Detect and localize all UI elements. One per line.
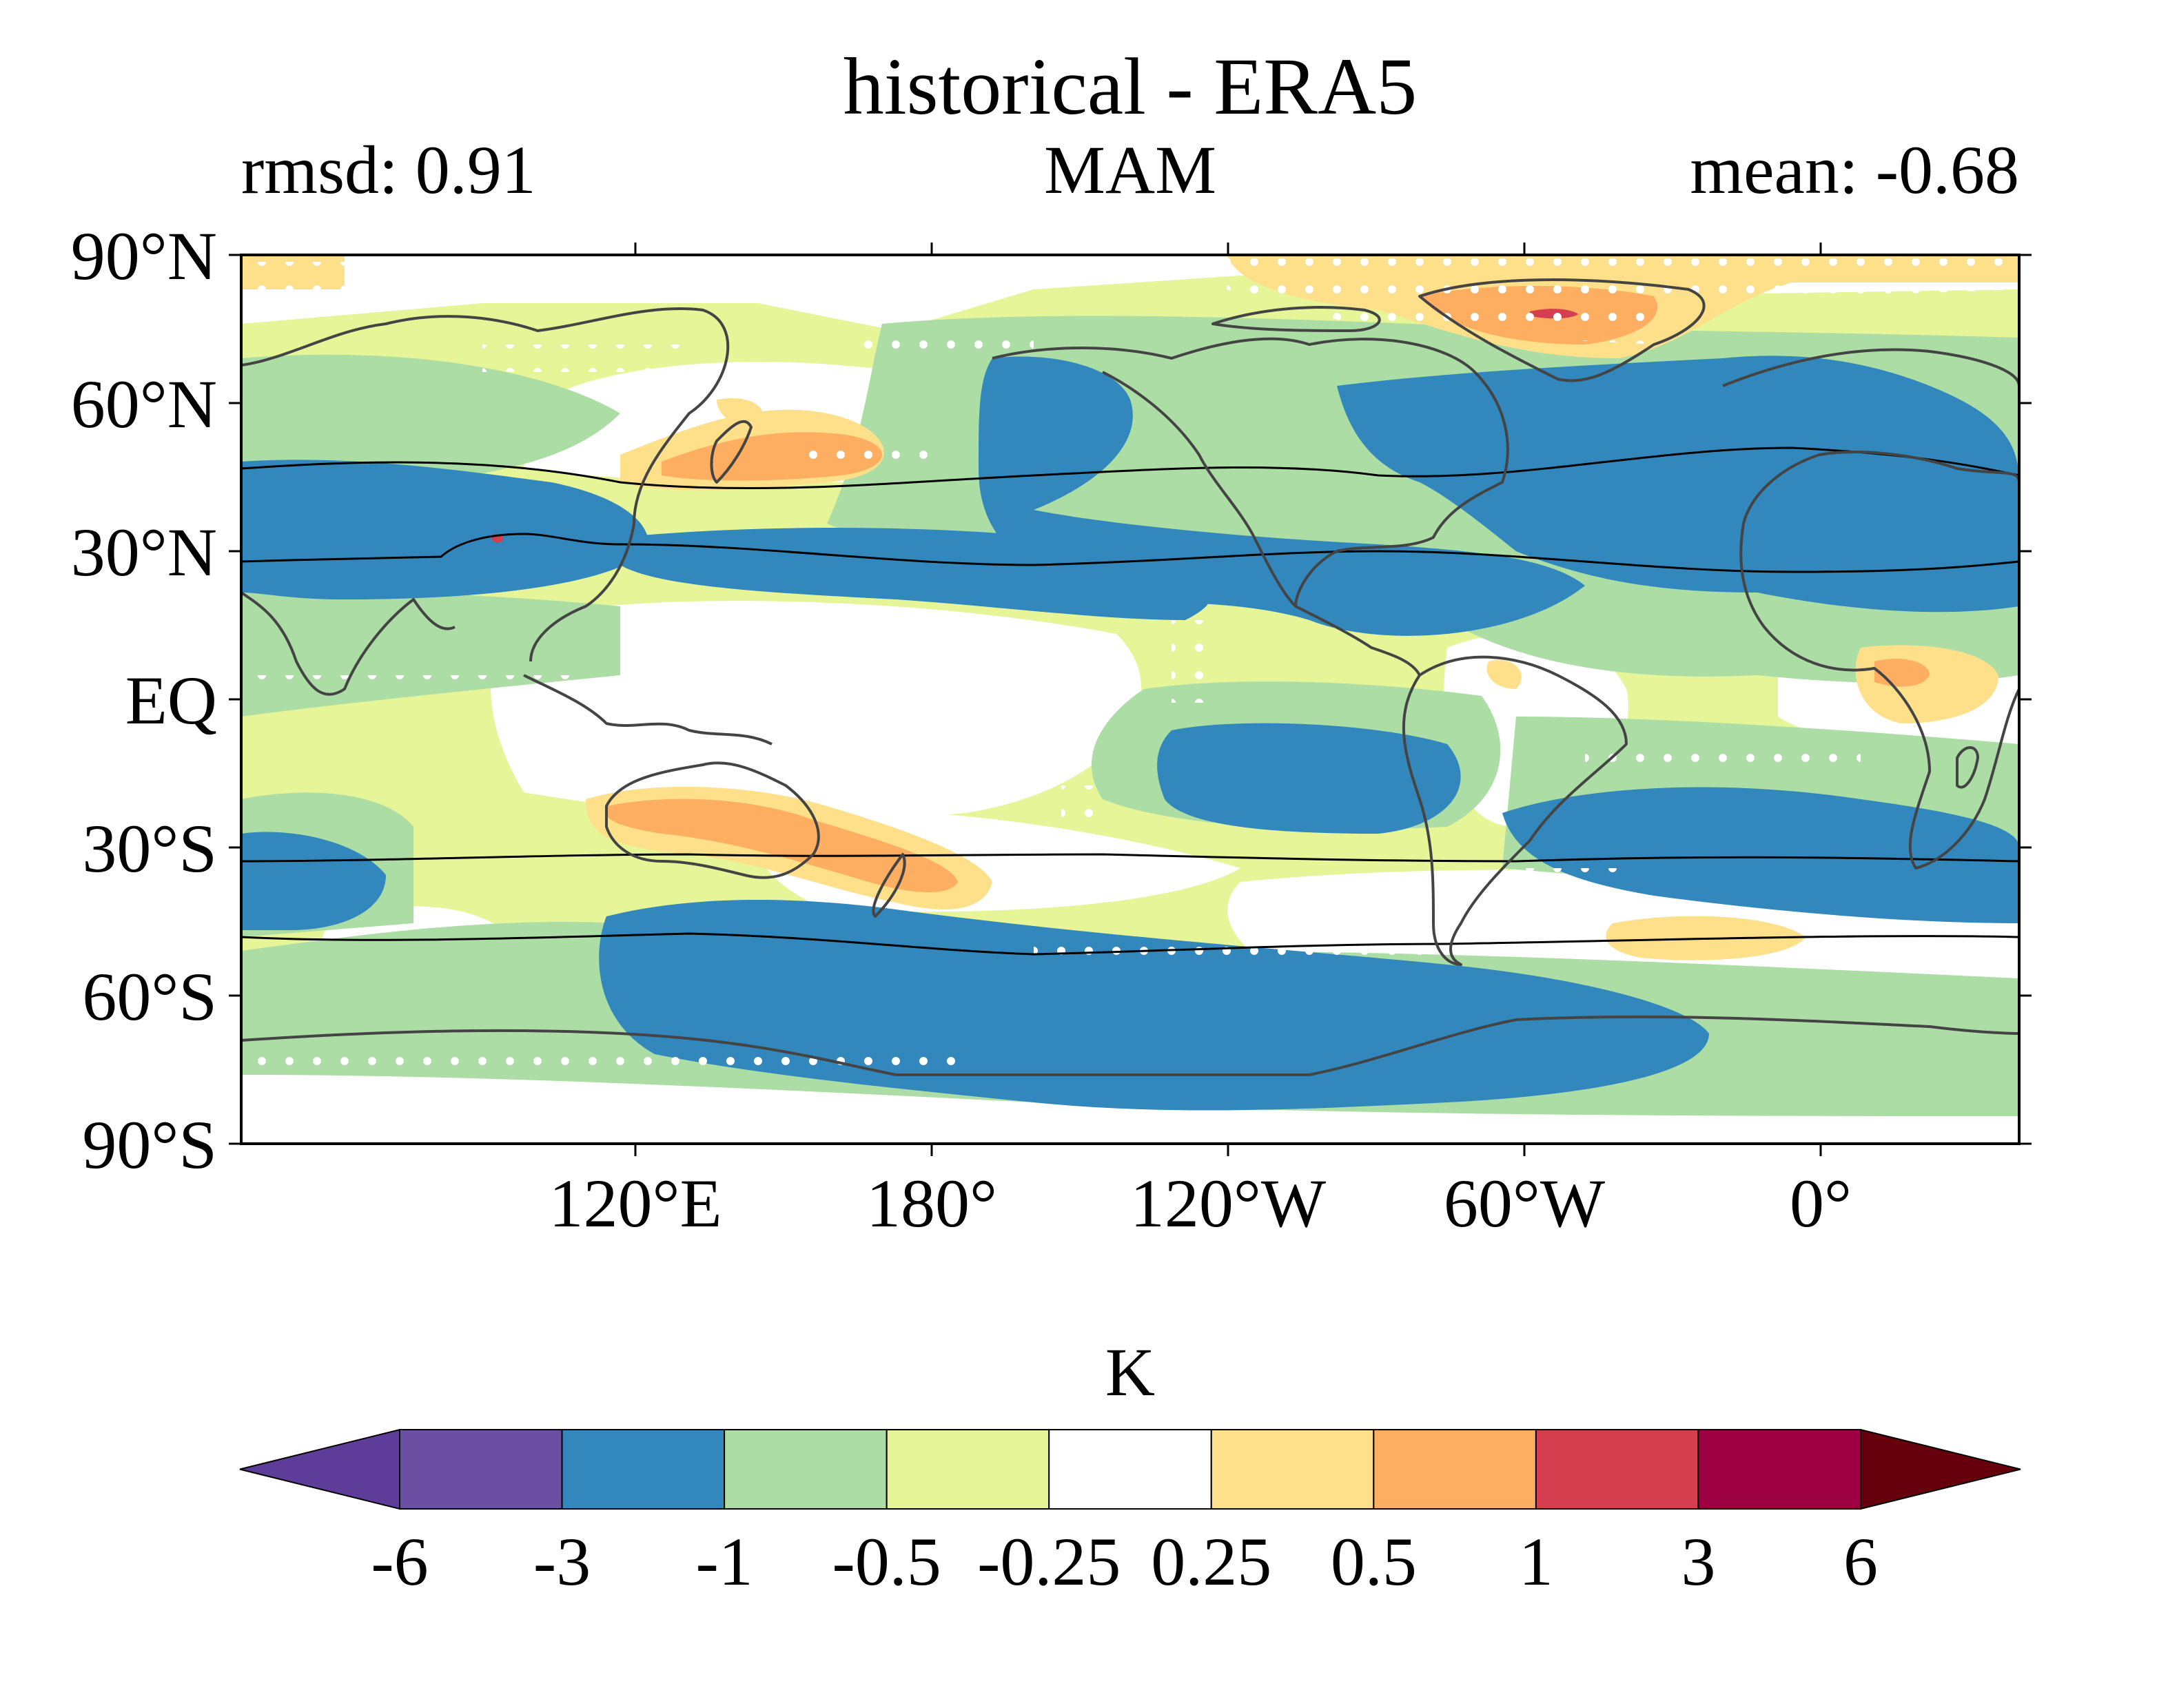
colorbar-bin — [886, 1429, 1050, 1510]
season-label: MAM — [1044, 132, 1216, 208]
colorbar: K -6 -3 -1 -0.5 -0.25 0.25 0.5 1 3 6 — [239, 1334, 2021, 1600]
coastline-central-america — [1295, 605, 1421, 677]
colorbar-tick-label: -1 — [695, 1523, 753, 1600]
contour-line-south-outer — [241, 932, 2019, 956]
coastlines — [241, 278, 2019, 1077]
x-tick-label: 0° — [1790, 1165, 1852, 1242]
colorbar-bin — [561, 1429, 726, 1510]
x-tick-label: 180° — [866, 1165, 997, 1242]
coastline-new-zealand — [872, 853, 906, 918]
colorbar-tick-label: -3 — [533, 1523, 591, 1600]
contour-line-south-inner — [241, 853, 2019, 863]
coastline-arctic-islands — [1211, 306, 1381, 332]
colorbar-bin — [399, 1429, 563, 1510]
x-tick-label: 120°W — [1130, 1165, 1327, 1242]
coastline-greenland — [1418, 278, 1706, 382]
y-tick-label: EQ — [125, 662, 217, 739]
colorbar-extend-max — [1860, 1428, 2021, 1510]
colorbar-bin — [1535, 1429, 1699, 1510]
x-tick-label: 120°E — [549, 1165, 722, 1242]
coastline-eurasia — [241, 307, 730, 696]
colorbar-extend-min — [239, 1428, 400, 1510]
colorbar-tick-label: -0.25 — [977, 1523, 1121, 1600]
colorbar-tick-label: 6 — [1843, 1523, 1878, 1600]
reference-contour-lines — [241, 446, 2019, 956]
y-tick-label: 30°S — [82, 810, 217, 887]
y-tick-label: 60°S — [82, 958, 217, 1035]
y-axis: 90°N 60°N 30°N EQ 30°S 60°S 90°S — [71, 218, 2032, 1183]
map-area — [241, 255, 2019, 1144]
contour-line-north-inner — [241, 533, 2019, 573]
x-axis: 120°E 180° 120°W 60°W 0° — [549, 243, 1852, 1242]
colorbar-tick-label: 3 — [1681, 1523, 1715, 1600]
anomaly-blue-regions — [241, 356, 2019, 1111]
colorbar-tick-label: 1 — [1519, 1523, 1553, 1600]
colorbar-bin — [724, 1429, 888, 1510]
colorbar-bin — [1048, 1429, 1212, 1510]
colorbar-bin — [1373, 1429, 1537, 1510]
colorbar-tick-labels: -6 -3 -1 -0.5 -0.25 0.25 0.5 1 3 6 — [371, 1523, 1878, 1600]
colorbar-tick-label: 0.25 — [1151, 1523, 1271, 1600]
mean-label: mean: -0.68 — [1690, 132, 2019, 208]
colorbar-tick-label: -0.5 — [832, 1523, 941, 1600]
coastline-madagascar — [1956, 746, 1979, 789]
y-tick-label: 30°N — [71, 514, 217, 590]
coastline-europe-africa — [1722, 348, 2019, 870]
colorbar-bins — [239, 1428, 2021, 1510]
coastline-south-america — [1402, 655, 1628, 966]
y-tick-label: 90°S — [82, 1107, 217, 1183]
coastline-australia — [605, 761, 820, 879]
colorbar-tick-label: -6 — [371, 1523, 428, 1600]
x-tick-label: 60°W — [1444, 1165, 1606, 1242]
coastline-maritime-continent — [523, 674, 773, 745]
significance-stippling — [241, 258, 2019, 1075]
rmsd-label: rmsd: 0.91 — [241, 132, 536, 208]
colorbar-tick-label: 0.5 — [1331, 1523, 1417, 1600]
coastline-japan — [710, 420, 753, 484]
colorbar-label: K — [1105, 1334, 1155, 1410]
colorbar-bin — [1697, 1429, 1861, 1510]
coastline-antarctica — [241, 1015, 2019, 1077]
colorbar-bin — [1210, 1429, 1375, 1510]
contour-line-north-outer — [241, 446, 2019, 490]
y-tick-label: 90°N — [71, 218, 217, 294]
coastline-north-america — [992, 337, 1509, 608]
y-tick-label: 60°N — [71, 366, 217, 442]
map-title: historical - ERA5 — [843, 41, 1417, 132]
